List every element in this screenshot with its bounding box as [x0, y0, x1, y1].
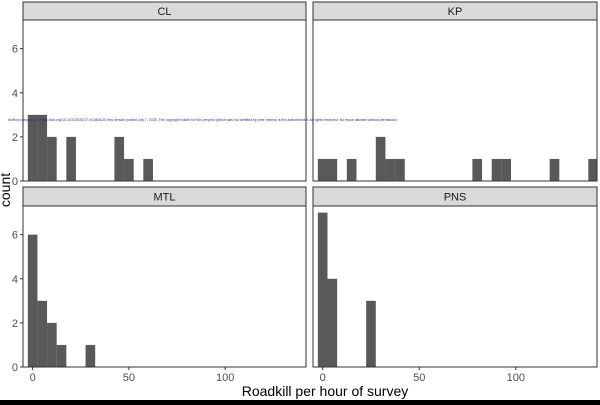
y-tick-label: 2 — [12, 318, 18, 330]
histogram-bar — [66, 136, 76, 181]
histogram-bar — [375, 136, 386, 181]
facet-strip-label-kp: KP — [448, 6, 463, 18]
y-tick-label: 4 — [12, 88, 18, 100]
panel-border-mtl — [22, 205, 307, 368]
histogram-bar — [317, 212, 328, 367]
bars-cl — [27, 114, 153, 181]
panel-border-pns — [312, 205, 598, 368]
histogram-bar — [327, 158, 338, 181]
facet-strip-label-mtl: MTL — [154, 192, 176, 204]
histogram-bar — [385, 158, 396, 181]
histogram-bar — [491, 158, 502, 181]
preprint-watermark-text: bioRxiv preprint doi: https://doi.org/10… — [8, 118, 398, 122]
panel-background-mtl — [23, 206, 306, 367]
histogram-bar — [327, 278, 338, 367]
panel-background-cl — [23, 20, 306, 181]
y-tick-label: 0 — [12, 176, 18, 188]
bars-kp — [317, 136, 597, 181]
histogram-bar — [37, 300, 48, 367]
x-axis-title: Roadkill per hour of survey — [242, 383, 409, 399]
histogram-bar — [366, 300, 376, 367]
histogram-bar — [85, 344, 96, 367]
facet-strip-label-cl: CL — [157, 6, 171, 18]
y-tick-label: 2 — [12, 132, 18, 144]
y-tick-label: 4 — [12, 274, 18, 286]
histogram-bar — [37, 114, 48, 181]
histogram-bar — [124, 158, 134, 181]
histogram-bar — [588, 158, 597, 181]
x-tick-label: 100 — [507, 372, 525, 384]
histogram-bar — [56, 344, 67, 367]
y-axis-title: count — [0, 173, 13, 207]
x-tick-label: 0 — [320, 372, 326, 384]
histogram-bar — [143, 158, 153, 181]
histogram-bar — [27, 114, 38, 181]
facet-panels: CL 0 2 4 6 KP MTL 0 2 4 6 0 50 100 PNS 0 50 100 — [12, 1, 598, 384]
x-tick-label: 50 — [413, 372, 425, 384]
histogram-bar — [395, 158, 405, 181]
y-tick-label: 6 — [12, 44, 18, 56]
histogram-bar — [501, 158, 512, 181]
bars-pns — [317, 212, 376, 367]
histogram-bar — [47, 322, 57, 367]
panel-mtl: MTL 0 2 4 6 0 50 100 — [12, 186, 307, 384]
panel-border-cl — [22, 19, 307, 182]
histogram-bar — [472, 158, 483, 181]
panel-kp: KP — [312, 1, 598, 182]
bars-mtl — [27, 234, 96, 367]
panel-background-pns — [313, 206, 597, 367]
x-tick-label: 0 — [30, 372, 36, 384]
panel-background-kp — [313, 20, 597, 181]
histogram-bar — [47, 136, 57, 181]
panel-pns: PNS 0 50 100 — [312, 186, 598, 384]
histogram-bar — [317, 158, 328, 181]
facet-strip-label-pns: PNS — [444, 192, 467, 204]
histogram-bar — [27, 234, 38, 367]
y-tick-label: 0 — [12, 362, 18, 374]
histogram-bar — [346, 158, 357, 181]
panel-cl: CL 0 2 4 6 — [12, 1, 307, 188]
panel-border-kp — [312, 19, 598, 182]
histogram-bar — [114, 136, 125, 181]
y-tick-label: 6 — [12, 230, 18, 242]
x-tick-label: 100 — [216, 372, 234, 384]
histogram-bar — [549, 158, 560, 181]
x-tick-label: 50 — [123, 372, 135, 384]
